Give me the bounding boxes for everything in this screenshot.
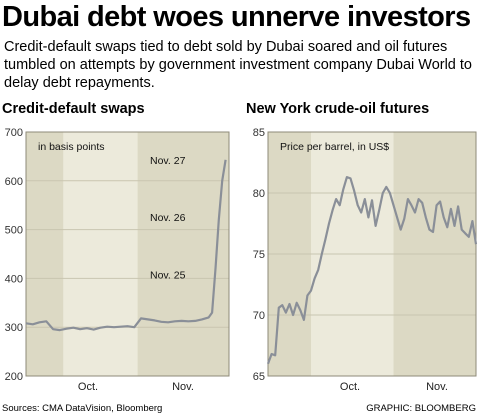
cds-line-chart: 200 300 400 500 600 700 in basis points Nov. 25… <box>5 127 230 393</box>
shaded-range-0 <box>26 132 64 376</box>
y-tick-label: 85 <box>253 127 265 139</box>
headline: Dubai debt woes unnerve investors <box>2 1 471 33</box>
y-tick-label: 300 <box>5 322 23 334</box>
graphic-credit: GRAPHIC: BLOOMBERG <box>366 403 476 414</box>
unit-annotation: in basis points <box>38 141 105 153</box>
y-tick-label: 65 <box>253 371 265 383</box>
callout-label: Nov. 25 <box>150 269 186 281</box>
y-tick-label: 700 <box>5 127 23 139</box>
y-tick-label: 400 <box>5 273 23 285</box>
plot-border <box>25 131 230 377</box>
deck-text: Credit-default swaps tied to debt sold b… <box>4 39 472 91</box>
y-tick-label: 70 <box>253 310 265 322</box>
callout-label: Nov. 27 <box>150 155 186 167</box>
oil-line-chart: 65 70 75 80 85 Price per barrel, in US$ Oct. No… <box>253 127 478 393</box>
cds-chart-title: Credit-default swaps <box>2 101 145 117</box>
unit-annotation: Price per barrel, in US$ <box>280 141 389 153</box>
x-tick-label: Oct. <box>78 381 98 393</box>
y-tick-label: 200 <box>5 371 23 383</box>
y-tick-label: 600 <box>5 176 23 188</box>
series-line-0 <box>266 175 478 365</box>
y-tick-label: 75 <box>253 249 265 261</box>
shaded-range-1 <box>137 132 229 376</box>
x-tick-label: Nov. <box>426 381 448 393</box>
plot-border <box>267 131 477 377</box>
series-line-0 <box>25 159 227 332</box>
x-tick-label: Nov. <box>172 381 194 393</box>
y-tick-label: 500 <box>5 225 23 237</box>
oil-chart-title: New York crude-oil futures <box>246 101 430 117</box>
callout-label: Nov. 26 <box>150 212 186 224</box>
source-note: Sources: CMA DataVision, Bloomberg <box>2 403 163 414</box>
x-tick-label: Oct. <box>340 381 360 393</box>
y-tick-label: 80 <box>253 188 265 200</box>
